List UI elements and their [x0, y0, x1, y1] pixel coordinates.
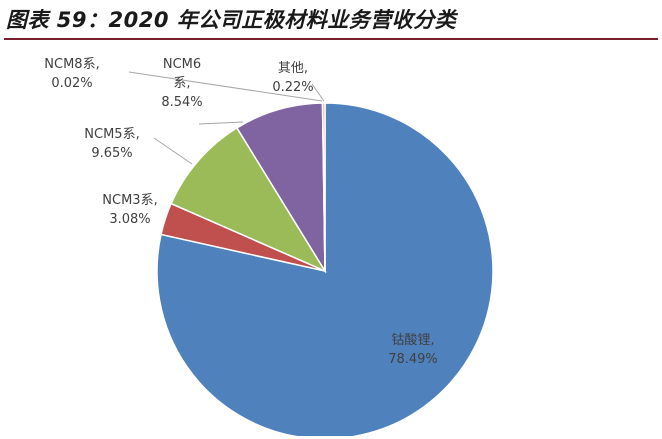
figure-title: 图表 59：2020 年公司正极材料业务营收分类	[6, 8, 457, 32]
slice-value-label-2: 9.65%	[91, 146, 132, 161]
pie-slice-2	[170, 126, 327, 273]
leader-line-3	[198, 121, 244, 125]
slice-value-label-0: 78.49%	[388, 352, 438, 367]
slice-name-label-0: 钴酸锂,	[391, 333, 434, 348]
leader-line-5	[311, 83, 325, 102]
pie-slice-0	[156, 102, 494, 436]
title-divider	[4, 38, 658, 40]
slice-name-label-1: NCM3系,	[102, 193, 157, 208]
slice-value-label-1: 3.08%	[109, 212, 150, 227]
pie-chart: 钴酸锂, 78.49% NCM3系, 3.08% NCM5系, 9.65% NCM6 系, 8.…	[44, 57, 494, 436]
pie-slices	[156, 102, 494, 436]
leader-line-2	[153, 137, 193, 165]
slice-name-label-2: NCM5系,	[84, 127, 139, 142]
pie-slice-5	[321, 102, 326, 272]
pie-chart-frame: 钴酸锂, 78.49% NCM3系, 3.08% NCM5系, 9.65% NCM6 系, 8.…	[4, 44, 658, 436]
leader-line-4	[128, 71, 323, 102]
slice-name-label-5: 其他,	[278, 61, 308, 76]
pie-slice-3	[235, 102, 326, 274]
slice-name-label-4: NCM8系,	[44, 57, 99, 72]
slice-labels: 钴酸锂, 78.49% NCM3系, 3.08% NCM5系, 9.65% NCM6 系, 8.…	[44, 57, 438, 367]
slice-name-label-3: 系,	[173, 76, 190, 91]
slice-name-label-3: NCM6	[163, 57, 201, 72]
slice-value-label-4: 0.02%	[51, 76, 92, 91]
slice-value-label-3: 8.54%	[161, 95, 202, 110]
slice-value-label-5: 0.22%	[272, 80, 313, 95]
leader-lines	[128, 71, 325, 165]
